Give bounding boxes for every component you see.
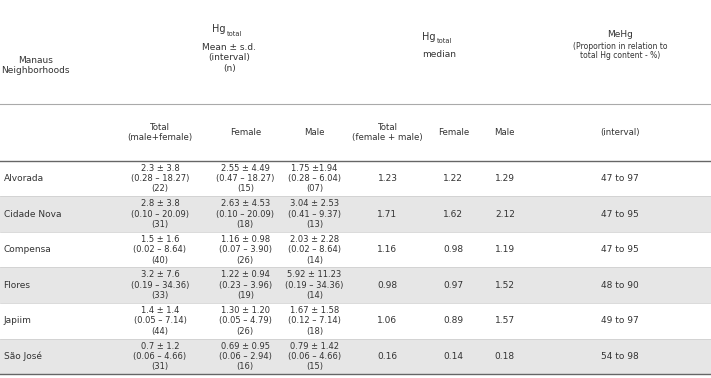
Text: Hg: Hg — [422, 32, 435, 42]
Text: 1.71: 1.71 — [378, 209, 397, 218]
Text: 54 to 98: 54 to 98 — [602, 352, 639, 361]
Text: 0.14: 0.14 — [443, 352, 464, 361]
Text: 1.16 ± 0.98
(0.07 – 3.90)
(26): 1.16 ± 0.98 (0.07 – 3.90) (26) — [219, 235, 272, 265]
Text: Manaus
Neighborhoods: Manaus Neighborhoods — [1, 56, 70, 75]
Text: Female: Female — [230, 128, 261, 137]
Text: 0.97: 0.97 — [443, 281, 464, 290]
Bar — [0, 196, 711, 232]
Text: Cidade Nova: Cidade Nova — [4, 209, 61, 218]
Text: 2.3 ± 3.8
(0.28 – 18.27)
(22): 2.3 ± 3.8 (0.28 – 18.27) (22) — [131, 164, 189, 194]
Text: 1.23: 1.23 — [378, 174, 397, 183]
Text: 1.16: 1.16 — [378, 245, 397, 254]
Text: 0.98: 0.98 — [378, 281, 397, 290]
Text: 1.5 ± 1.6
(0.02 – 8.64)
(40): 1.5 ± 1.6 (0.02 – 8.64) (40) — [134, 235, 186, 265]
Text: Alvorada: Alvorada — [4, 174, 43, 183]
Text: Compensa: Compensa — [4, 245, 51, 254]
Text: São José: São José — [4, 352, 41, 361]
Text: 0.79 ± 1.42
(0.06 – 4.66)
(15): 0.79 ± 1.42 (0.06 – 4.66) (15) — [288, 341, 341, 371]
Text: total: total — [437, 39, 452, 45]
Text: 47 to 95: 47 to 95 — [602, 209, 639, 218]
Text: 0.89: 0.89 — [443, 316, 464, 325]
Text: 49 to 97: 49 to 97 — [602, 316, 639, 325]
Text: 0.16: 0.16 — [378, 352, 397, 361]
Text: median: median — [422, 50, 456, 59]
Text: 3.2 ± 7.6
(0.19 – 34.36)
(33): 3.2 ± 7.6 (0.19 – 34.36) (33) — [131, 270, 189, 300]
Text: 48 to 90: 48 to 90 — [602, 281, 639, 290]
Text: 1.75 ±1.94
(0.28 – 6.04)
(07): 1.75 ±1.94 (0.28 – 6.04) (07) — [288, 164, 341, 194]
Text: (interval): (interval) — [208, 53, 250, 62]
Text: 1.30 ± 1.20
(0.05 – 4.79)
(26): 1.30 ± 1.20 (0.05 – 4.79) (26) — [219, 306, 272, 336]
Text: 47 to 95: 47 to 95 — [602, 245, 639, 254]
Text: 1.67 ± 1.58
(0.12 – 7.14)
(18): 1.67 ± 1.58 (0.12 – 7.14) (18) — [288, 306, 341, 336]
Text: 1.19: 1.19 — [495, 245, 515, 254]
Text: 2.63 ± 4.53
(0.10 – 20.09)
(18): 2.63 ± 4.53 (0.10 – 20.09) (18) — [216, 199, 274, 229]
Text: 1.57: 1.57 — [495, 316, 515, 325]
Text: total: total — [228, 31, 242, 37]
Text: (n): (n) — [223, 64, 235, 73]
Text: (Proportion in relation to: (Proportion in relation to — [573, 42, 668, 51]
Text: 5.92 ± 11.23
(0.19 – 34.36)
(14): 5.92 ± 11.23 (0.19 – 34.36) (14) — [285, 270, 344, 300]
Text: 1.06: 1.06 — [378, 316, 397, 325]
Bar — [0, 339, 711, 374]
Text: 2.12: 2.12 — [495, 209, 515, 218]
Text: Total
(male+female): Total (male+female) — [127, 122, 193, 142]
Text: Flores: Flores — [4, 281, 31, 290]
Text: 1.62: 1.62 — [443, 209, 464, 218]
Text: Total
(female + male): Total (female + male) — [352, 122, 423, 142]
Text: 0.18: 0.18 — [495, 352, 515, 361]
Text: (interval): (interval) — [601, 128, 640, 137]
Text: Male: Male — [495, 128, 515, 137]
Text: 1.4 ± 1.4
(0.05 – 7.14)
(44): 1.4 ± 1.4 (0.05 – 7.14) (44) — [134, 306, 186, 336]
Text: MeHg: MeHg — [607, 29, 634, 39]
Text: 0.69 ± 0.95
(0.06 – 2.94)
(16): 0.69 ± 0.95 (0.06 – 2.94) (16) — [219, 341, 272, 371]
Text: 2.55 ± 4.49
(0.47 – 18.27)
(15): 2.55 ± 4.49 (0.47 – 18.27) (15) — [216, 164, 274, 194]
Text: Male: Male — [304, 128, 325, 137]
Text: 0.98: 0.98 — [443, 245, 464, 254]
Text: total Hg content - %): total Hg content - %) — [580, 51, 661, 60]
Text: 2.8 ± 3.8
(0.10 – 20.09)
(31): 2.8 ± 3.8 (0.10 – 20.09) (31) — [131, 199, 189, 229]
Text: 1.22 ± 0.94
(0.23 – 3.96)
(19): 1.22 ± 0.94 (0.23 – 3.96) (19) — [219, 270, 272, 300]
Text: 47 to 97: 47 to 97 — [602, 174, 639, 183]
Bar — [0, 268, 711, 303]
Text: 1.22: 1.22 — [444, 174, 463, 183]
Text: 3.04 ± 2.53
(0.41 – 9.37)
(13): 3.04 ± 2.53 (0.41 – 9.37) (13) — [288, 199, 341, 229]
Text: Female: Female — [438, 128, 469, 137]
Text: Japiim: Japiim — [4, 316, 31, 325]
Text: 0.7 ± 1.2
(0.06 – 4.66)
(31): 0.7 ± 1.2 (0.06 – 4.66) (31) — [134, 341, 186, 371]
Text: 2.03 ± 2.28
(0.02 – 8.64)
(14): 2.03 ± 2.28 (0.02 – 8.64) (14) — [288, 235, 341, 265]
Text: Hg: Hg — [213, 24, 226, 34]
Text: 1.29: 1.29 — [495, 174, 515, 183]
Text: Mean ± s.d.: Mean ± s.d. — [203, 43, 256, 52]
Text: 1.52: 1.52 — [495, 281, 515, 290]
